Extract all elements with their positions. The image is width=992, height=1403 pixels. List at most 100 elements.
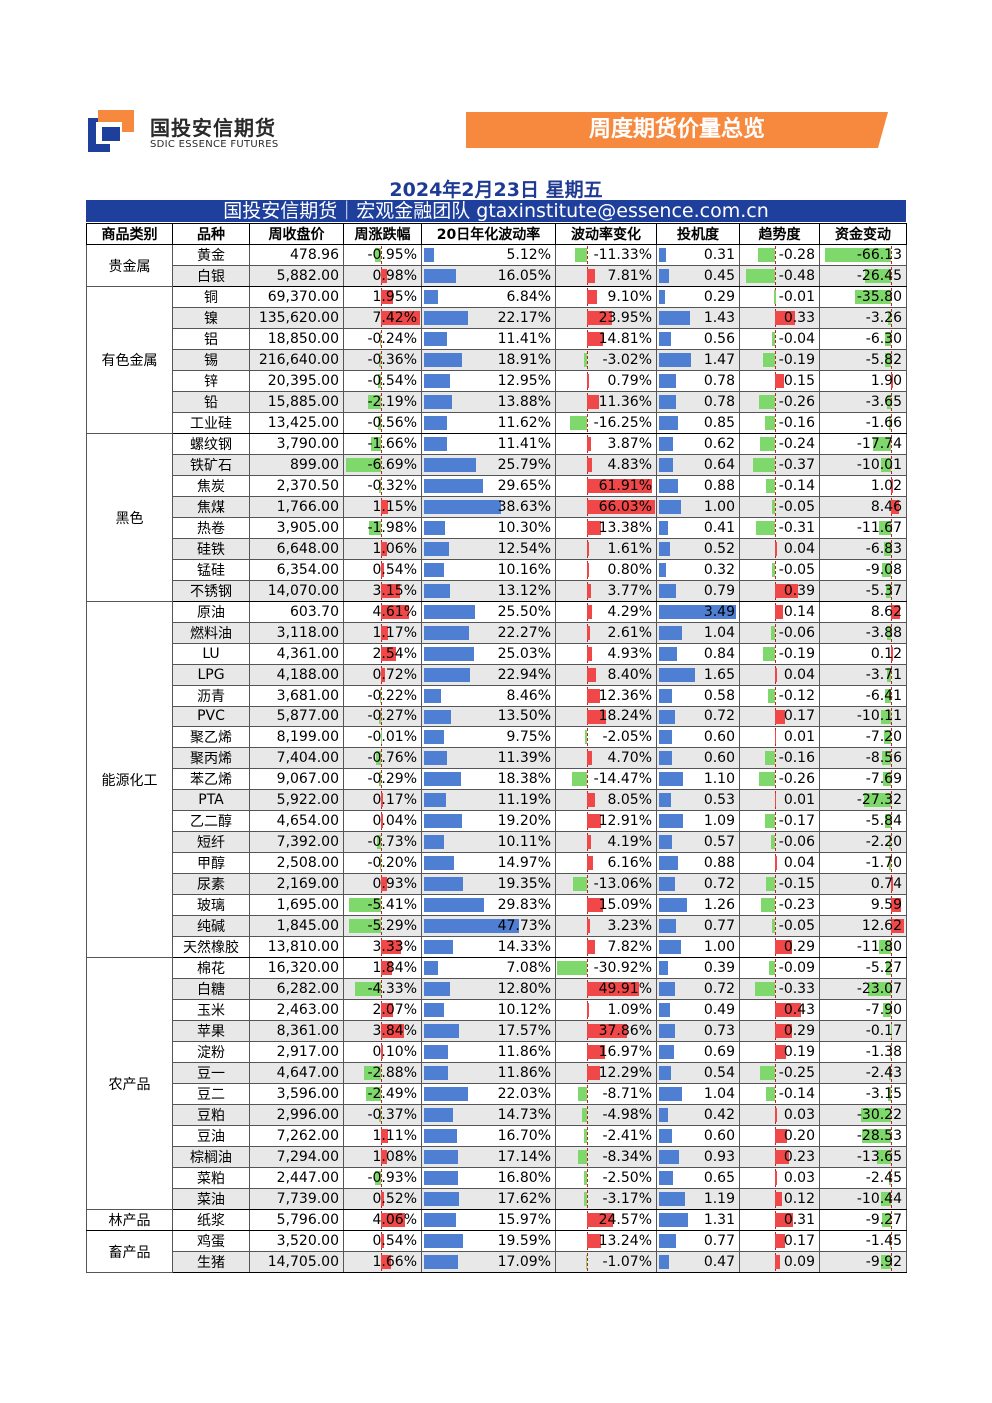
category-cell: 能源化工 (86, 600, 173, 959)
volatility-bar (424, 1024, 460, 1039)
speculation-cell: 0.93 (656, 1146, 740, 1169)
speculation-cell: 1.04 (656, 622, 740, 644)
negative-bar (771, 563, 775, 577)
variety-name: 工业硅 (190, 416, 232, 432)
volatility-value: 11.39% (497, 750, 551, 767)
volatility-cell: 29.65% (421, 475, 556, 497)
variety-name: 不锈钢 (190, 584, 232, 600)
weekly-change-cell: 0.98% (343, 265, 422, 287)
category-cell: 林产品 (86, 1209, 173, 1232)
zero-axis-line (587, 1169, 588, 1188)
vol-change-cell: 13.38% (555, 517, 657, 539)
negative-bar (883, 730, 891, 745)
positive-bar (381, 1234, 385, 1249)
close-price-value: 135,620.00 (258, 310, 339, 326)
zero-axis-line (891, 1211, 892, 1230)
volatility-value: 38.63% (497, 499, 551, 515)
variety-cell: 豆油 (172, 1125, 250, 1148)
volatility-bar (424, 1192, 460, 1207)
speculation-value: 0.29 (703, 289, 735, 305)
trend-value: -0.05 (778, 562, 815, 578)
fund-flow-value: -5.27 (865, 960, 902, 977)
speculation-cell: 0.79 (656, 580, 740, 602)
speculation-cell: 1.65 (656, 663, 740, 686)
fund-flow-value: -3.26 (865, 310, 902, 326)
close-price-cell: 3,681.00 (249, 684, 344, 707)
positive-bar (891, 898, 901, 913)
volatility-bar (424, 1108, 454, 1123)
fund-flow-value: -7.69 (865, 771, 902, 788)
volatility-value: 13.12% (497, 583, 551, 599)
trend-value: 0.23 (783, 1149, 815, 1166)
close-price-cell: 3,520.00 (249, 1230, 344, 1253)
positive-bar (774, 311, 795, 325)
negative-bar (765, 877, 775, 892)
variety-name: 聚乙烯 (190, 730, 232, 747)
zero-axis-line (891, 1127, 892, 1146)
fund-flow-cell: -7.20 (819, 726, 907, 749)
positive-bar (774, 1150, 789, 1165)
vol-change-cell: -11.33% (555, 244, 657, 266)
positive-bar (587, 332, 603, 346)
variety-name: LU (202, 645, 220, 662)
vol-change-value: 23.95% (598, 310, 652, 326)
vol-change-value: 4.70% (607, 750, 652, 767)
close-price-value: 2,370.50 (276, 478, 339, 494)
speculation-value: 3.49 (703, 604, 735, 620)
vol-change-cell: -30.92% (555, 957, 657, 980)
weekly-change-value: 0.17% (372, 792, 417, 809)
vol-change-cell: -13.06% (555, 873, 657, 896)
variety-name: 镍 (204, 311, 218, 327)
positive-bar (587, 688, 600, 703)
close-price-cell: 7,294.00 (249, 1146, 344, 1169)
vol-change-value: 7.81% (607, 268, 652, 284)
weekly-change-value: -5.29% (367, 918, 417, 935)
close-price-cell: 5,877.00 (249, 705, 344, 728)
speculation-cell: 0.41 (656, 517, 740, 539)
negative-bar (760, 437, 775, 451)
speculation-value: 1.00 (703, 939, 735, 956)
close-price-cell: 2,463.00 (249, 999, 344, 1022)
weekly-change-value: 1.06% (372, 541, 417, 557)
zero-axis-line (891, 1190, 892, 1209)
table-row: 燃料油 3,118.00 1.17% 22.27% 2.61% 1.04 -0.06 -3.8… (87, 622, 907, 644)
variety-cell: PVC (172, 705, 250, 728)
vol-change-value: 11.36% (598, 394, 652, 410)
zero-axis-line (891, 1001, 892, 1020)
speculation-value: 0.84 (703, 645, 735, 662)
negative-bar (348, 898, 381, 913)
volatility-value: 25.50% (497, 604, 551, 620)
close-price-value: 5,882.00 (276, 268, 339, 284)
negative-bar (885, 961, 891, 976)
negative-bar (766, 479, 775, 493)
table-row: 玻璃 1,695.00 -5.41% 29.83% 15.09% 1.26 -0.23 9.5… (87, 894, 907, 917)
weekly-change-cell: -5.41% (343, 894, 422, 917)
trend-value: -0.28 (778, 247, 815, 263)
negative-bar (883, 772, 891, 787)
report-date: 2024年2月23日 星期五 (389, 179, 603, 201)
fund-flow-cell: 8.62 (819, 601, 907, 623)
variety-name: 苯乙烯 (190, 772, 232, 789)
volatility-bar (424, 1213, 456, 1228)
vol-change-cell: -4.98% (555, 1104, 657, 1127)
weekly-change-cell: -0.22% (343, 684, 422, 707)
weekly-change-cell: -0.93% (343, 1167, 422, 1190)
variety-name: 原油 (197, 605, 225, 621)
vol-change-value: -1.07% (602, 1254, 652, 1271)
volatility-bar (424, 248, 435, 262)
speculation-cell: 1.31 (656, 1209, 740, 1232)
volatility-cell: 19.59% (421, 1230, 556, 1253)
zero-axis-line (774, 624, 776, 642)
speculation-cell: 3.49 (656, 601, 740, 623)
volatility-cell: 5.12% (421, 244, 556, 266)
variety-name: 燃料油 (190, 626, 232, 642)
variety-cell: 铁矿石 (172, 454, 250, 476)
fund-flow-cell: -1.45 (819, 1230, 907, 1253)
fund-flow-value: 1.02 (870, 478, 902, 494)
vol-change-cell: 2.61% (555, 622, 657, 644)
close-price-value: 5,922.00 (276, 792, 339, 809)
variety-cell: 沥青 (172, 684, 250, 707)
volatility-value: 6.84% (506, 289, 551, 305)
close-price-cell: 6,282.00 (249, 978, 344, 1001)
speculation-bar (659, 605, 736, 619)
